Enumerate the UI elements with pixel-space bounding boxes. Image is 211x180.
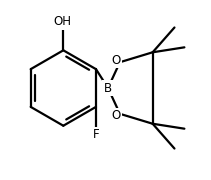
Text: O: O <box>111 54 120 67</box>
Text: OH: OH <box>53 15 71 28</box>
Text: B: B <box>104 82 112 94</box>
Text: F: F <box>93 128 99 141</box>
Text: O: O <box>111 109 120 122</box>
